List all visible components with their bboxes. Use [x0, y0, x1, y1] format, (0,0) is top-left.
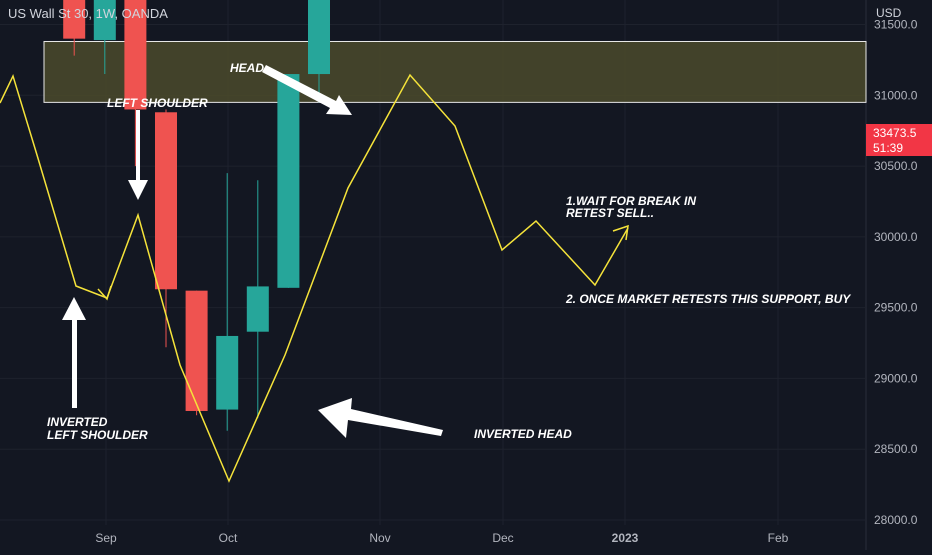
candle-body	[93, 0, 116, 41]
candle-body	[277, 74, 300, 288]
inverted-left-shoulder-arrow	[62, 297, 86, 408]
candle[interactable]	[155, 109, 177, 348]
candle[interactable]	[308, 0, 330, 103]
resistance-note-line-1: 1.WAIT FOR BREAK IN	[566, 194, 696, 208]
inverted-left-shoulder-line-2: LEFT SHOULDER	[47, 428, 148, 442]
candle[interactable]	[63, 0, 86, 56]
time-tick-label: 2023	[612, 531, 639, 545]
support-note-label: 2. ONCE MARKET RETESTS THIS SUPPORT, BUY	[565, 292, 851, 306]
bar-countdown: 51:39	[873, 141, 904, 155]
candle-body	[308, 0, 330, 75]
candle-body	[246, 286, 269, 332]
resistance-note-line-2: RETEST SELL..	[566, 206, 654, 220]
candle[interactable]	[185, 290, 208, 416]
currency-label: USD	[876, 6, 902, 20]
time-tick-label: Feb	[768, 531, 789, 545]
candle[interactable]	[124, 0, 147, 167]
resistance-note-label: 1.WAIT FOR BREAK IN RETEST SELL..	[566, 194, 699, 220]
candle[interactable]	[277, 74, 300, 288]
candle-body	[155, 112, 177, 290]
zones	[43, 40, 867, 103]
price-tick-label: 28000.0	[874, 513, 918, 527]
candle-body	[216, 335, 239, 410]
candle-body	[63, 0, 86, 39]
time-tick-label: Nov	[369, 531, 390, 545]
inverted-left-shoulder-label: INVERTED LEFT SHOULDER	[47, 415, 148, 442]
price-tick-label: 30000.0	[874, 230, 918, 244]
time-axis[interactable]: Sep Oct Nov Dec 2023 Feb	[95, 531, 788, 545]
price-axis[interactable]: 28000.0 28500.0 29000.0 29500.0 30000.0 30500…	[874, 0, 918, 527]
price-tick-label: 31500.0	[874, 18, 918, 32]
head-arrow	[262, 65, 352, 115]
left-shoulder-arrow	[128, 110, 148, 200]
symbol-title[interactable]: US Wall St 30, 1W, OANDA	[8, 6, 168, 21]
candle[interactable]	[216, 173, 239, 431]
price-tick-label: 31000.0	[874, 88, 918, 102]
head-label: HEAD	[230, 61, 264, 75]
candle-body	[124, 0, 147, 110]
last-price-tag: 33473.5 51:39	[866, 124, 932, 156]
candle[interactable]	[93, 0, 116, 75]
time-tick-label: Oct	[219, 531, 238, 545]
candle[interactable]	[246, 180, 269, 419]
inverted-head-label: INVERTED HEAD	[474, 427, 572, 441]
annotation-arrows	[62, 65, 629, 438]
candles[interactable]	[2, 0, 514, 431]
annotation-notes: HEAD LEFT SHOULDER INVERTED LEFT SHOULDE…	[47, 61, 851, 442]
price-tick-label: 30500.0	[874, 159, 918, 173]
price-tick-label: 28500.0	[874, 442, 918, 456]
zigzag-end-arrowhead	[612, 224, 629, 241]
zigzag-mid-arrowhead	[97, 285, 112, 301]
candle-body	[185, 290, 208, 411]
price-tick-label: 29500.0	[874, 301, 918, 315]
time-tick-label: Dec	[492, 531, 513, 545]
inverted-left-shoulder-line-1: INVERTED	[47, 415, 108, 429]
time-tick-label: Sep	[95, 531, 117, 545]
inverted-head-arrow	[318, 398, 443, 438]
price-tick-label: 29000.0	[874, 371, 918, 385]
left-shoulder-label: LEFT SHOULDER	[107, 96, 208, 110]
last-price-value: 33473.5	[873, 126, 917, 140]
support-zone[interactable]	[43, 40, 867, 103]
zigzag-projection-line	[0, 73, 629, 483]
